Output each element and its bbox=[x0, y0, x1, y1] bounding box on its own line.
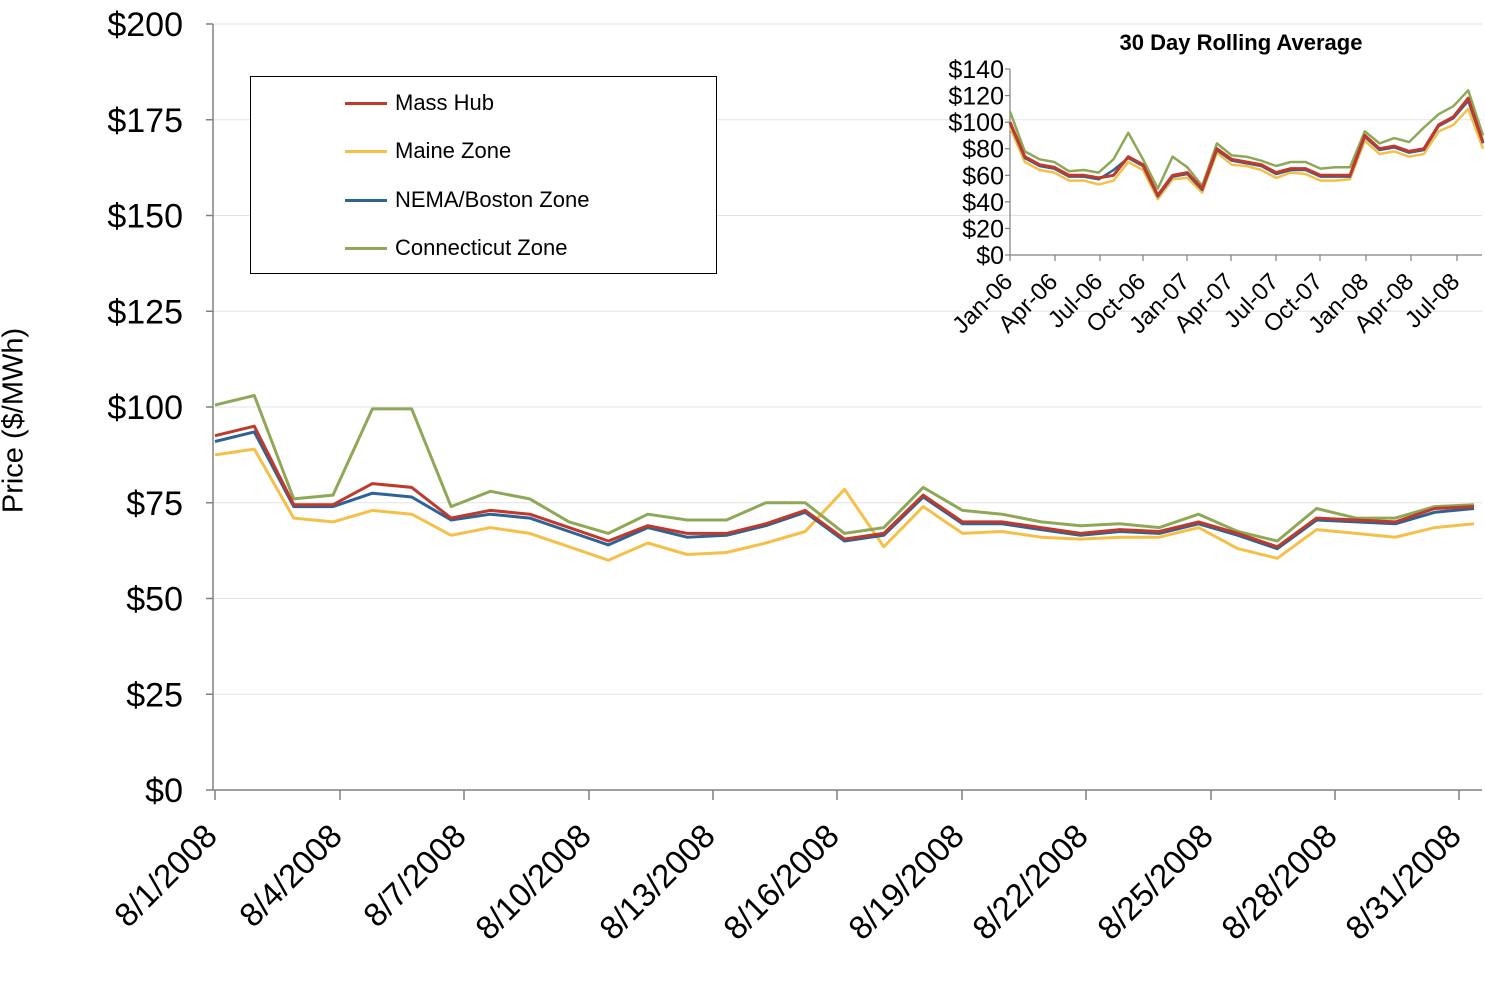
inset-series-line-nema-boston-zone bbox=[1008, 99, 1485, 198]
inset-y-tick-label: $40 bbox=[962, 189, 1004, 217]
inset-series-line-connecticut-zone bbox=[1008, 89, 1485, 190]
x-tick-label: 8/7/2008 bbox=[356, 817, 473, 934]
series-line-maine-zone bbox=[214, 447, 1475, 562]
inset-series-line-mass-hub bbox=[1008, 96, 1485, 197]
series-line-nema-boston-zone bbox=[214, 430, 1475, 551]
x-tick-label: 8/1/2008 bbox=[107, 817, 224, 934]
x-tick-label: 8/25/2008 bbox=[1090, 817, 1220, 947]
x-tick-label: 8/22/2008 bbox=[965, 817, 1095, 947]
series-line-connecticut-zone bbox=[214, 394, 1475, 543]
inset-series-line-maine-zone bbox=[1008, 107, 1485, 201]
y-tick-label: $50 bbox=[126, 581, 183, 619]
inset-chart-title: 30 Day Rolling Average bbox=[1119, 30, 1363, 55]
y-tick-label: $25 bbox=[126, 676, 183, 714]
legend-label: NEMA/Boston Zone bbox=[395, 187, 590, 212]
y-tick-label: $75 bbox=[126, 485, 183, 523]
inset-y-tick-label: $0 bbox=[976, 242, 1004, 270]
y-tick-label: $0 bbox=[145, 772, 183, 810]
y-axis-label: Price ($/MWh) bbox=[0, 327, 30, 514]
legend-item-nema-boston-zone: NEMA/Boston Zone bbox=[345, 187, 590, 212]
inset-y-tick-label: $80 bbox=[962, 136, 1004, 164]
y-tick-label: $125 bbox=[107, 293, 183, 331]
legend-label: Maine Zone bbox=[395, 138, 512, 163]
inset-tick-labels: $0$20$40$60$80$100$120$140Jan-06Apr-06Ju… bbox=[947, 56, 1465, 339]
legend-item-mass-hub: Mass Hub bbox=[345, 90, 495, 115]
x-tick-label: 8/10/2008 bbox=[468, 817, 598, 947]
legend-swatch-connecticut-zone bbox=[345, 246, 387, 250]
series-line-mass-hub bbox=[214, 424, 1475, 549]
inset-axes bbox=[1005, 68, 1482, 261]
y-tick-label: $100 bbox=[107, 389, 183, 427]
x-tick-label: 8/13/2008 bbox=[592, 817, 722, 947]
x-tick-label: 8/28/2008 bbox=[1214, 817, 1344, 947]
x-tick-label: 8/31/2008 bbox=[1338, 817, 1468, 947]
inset-y-tick-label: $100 bbox=[948, 109, 1004, 137]
x-tick-label: 8/16/2008 bbox=[716, 817, 846, 947]
legend-swatch-mass-hub bbox=[345, 101, 387, 105]
x-tick-label: 8/19/2008 bbox=[841, 817, 971, 947]
inset-y-tick-label: $20 bbox=[962, 215, 1004, 243]
main-axes bbox=[206, 23, 1482, 800]
inset-y-tick-label: $140 bbox=[948, 56, 1004, 84]
legend-label: Mass Hub bbox=[395, 90, 495, 115]
legend-item-maine-zone: Maine Zone bbox=[345, 138, 512, 163]
x-tick-label: 8/4/2008 bbox=[232, 817, 349, 934]
legend-swatch-maine-zone bbox=[345, 149, 387, 153]
legend-label: Connecticut Zone bbox=[395, 235, 568, 260]
y-tick-label: $150 bbox=[107, 198, 183, 236]
inset-series-lines bbox=[1008, 89, 1485, 201]
y-tick-label: $200 bbox=[107, 6, 183, 44]
y-tick-label: $175 bbox=[107, 102, 183, 140]
legend-item-connecticut-zone: Connecticut Zone bbox=[345, 235, 568, 260]
inset-y-tick-label: $60 bbox=[962, 162, 1004, 190]
main-series-lines bbox=[214, 394, 1475, 562]
legend-swatch-nema-boston-zone bbox=[345, 198, 387, 202]
inset-y-tick-label: $120 bbox=[948, 83, 1004, 111]
legend: Mass Hub Maine Zone NEMA/Boston Zone Con… bbox=[250, 76, 717, 274]
